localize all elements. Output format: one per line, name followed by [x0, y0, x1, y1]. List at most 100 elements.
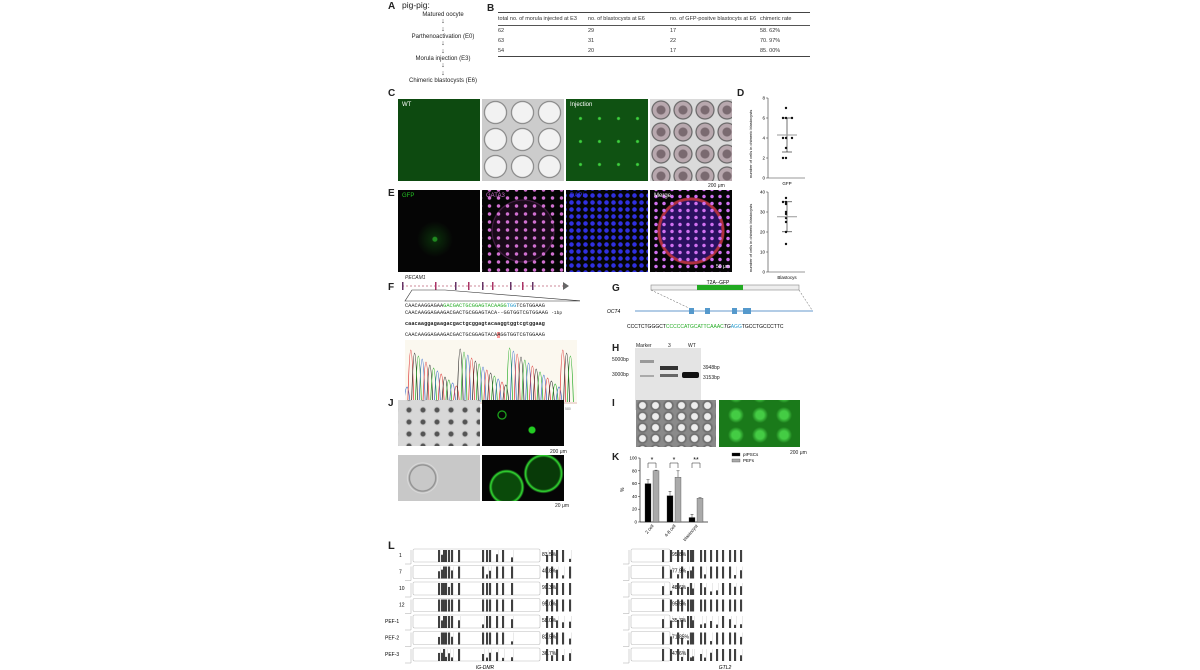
data-point: [781, 136, 785, 140]
step: Parthenoactivation (E0): [411, 34, 475, 40]
trace-peak: [559, 349, 567, 403]
methylation-percent: 95.0%: [542, 602, 557, 608]
table-row: 63 31 22 70. 97%: [498, 36, 810, 46]
brightfield-colony-image: [636, 400, 716, 447]
gfp-colony-image: [719, 400, 800, 447]
table-cell: 63: [498, 38, 505, 44]
y-axis-label: %: [620, 487, 626, 492]
methylation-percent: 71.85%: [672, 635, 690, 641]
y-tick-label: 10: [760, 250, 766, 255]
trace-peak: [555, 386, 563, 403]
development-bar-chart: 0 20 40 60 80 100% * 2 cell * 4-8 cell ** blastocys…: [620, 452, 759, 542]
cell-count-scatter: 0 2 4 6 8 number of cells in chimeric blastoc…: [748, 96, 805, 280]
brightfield-zoom-image: [398, 455, 480, 501]
y-tick-label: 60: [632, 481, 638, 486]
trace-peak: [472, 360, 479, 403]
image-label: GATA3: [486, 193, 505, 199]
col-header: chimeric rate: [760, 16, 792, 22]
arrow-down-icon: ↓ ↓: [441, 18, 445, 33]
y-tick-label: 4: [762, 136, 765, 141]
x-tick-label: 2 cell: [644, 523, 655, 534]
lane-label: Marker: [636, 343, 652, 349]
table-cell: 20: [588, 48, 595, 54]
row-label: 10: [399, 586, 405, 592]
methylation-percent: 95.8%: [672, 552, 687, 558]
y-tick-label: 20: [632, 507, 638, 512]
row-label: 7: [399, 570, 402, 576]
gene-structure: [402, 282, 580, 302]
trace-peak: [411, 352, 418, 403]
row-label: PEF-1: [385, 619, 399, 625]
trace-tick: 580: [565, 407, 571, 411]
y-tick-label: 30: [760, 210, 766, 215]
methylation-percent: 47.6%: [672, 651, 687, 657]
trace-peak: [475, 363, 483, 403]
trace-peak: [513, 353, 521, 403]
image-label: GFP: [402, 193, 415, 199]
bar: [652, 470, 660, 523]
scale-bar-label: 200 μm: [708, 183, 725, 189]
band-label: 3153bp: [703, 375, 720, 381]
trace-peak: [464, 354, 472, 403]
table-cell: 29: [588, 28, 595, 34]
trace-peak: [460, 351, 468, 403]
methylation-percent: 36.7%: [542, 651, 557, 657]
svg-text:CCCTCTGGGCTCCCCCATGCATTCAAACTG: CCCTCTGGGCTCCCCCATGCATTCAAACTGAGGTGCCTGC…: [627, 324, 784, 330]
trace-peak: [517, 356, 525, 403]
exon: [492, 282, 494, 290]
injection-gfp-image: Injection: [566, 99, 648, 181]
bar: [696, 498, 704, 523]
band-label: 3948bp: [703, 365, 720, 371]
trace-peak: [544, 377, 551, 403]
y-tick-label: 8: [762, 96, 765, 101]
row-label: 1: [399, 553, 402, 559]
region-label: GTL2: [719, 665, 732, 670]
trace-peak: [532, 368, 540, 403]
table-cell: 70. 97%: [760, 38, 781, 44]
trace-peak: [498, 381, 506, 403]
panel-label-f: F: [388, 282, 395, 293]
y-axis-label: number of cells in chimeric blastocysts: [748, 204, 753, 272]
panel-label-c: C: [388, 88, 396, 99]
methylation-percent: 82.5%: [542, 635, 557, 641]
gene-label: OCT4: [607, 309, 621, 315]
panel-label-i: I: [612, 398, 615, 409]
scale-bar-label: 50 μm: [716, 264, 730, 270]
data-point: [784, 220, 788, 224]
lane-label: 3: [668, 343, 671, 349]
legend-label: pIPSCs: [743, 452, 759, 457]
methylation-percent: 77.9%: [672, 569, 687, 575]
trace-peak: [491, 375, 498, 403]
methylation-percent: 95.5%: [672, 602, 687, 608]
panel-label-e: E: [388, 188, 395, 199]
y-tick-label: 40: [760, 190, 766, 195]
arrow-icon: [563, 282, 569, 290]
table-cell: 17: [670, 48, 677, 54]
bar: [666, 495, 674, 523]
marker-label: 3000bp: [612, 372, 629, 378]
y-tick-label: 0: [762, 176, 765, 181]
panel-label-b: B: [487, 3, 495, 14]
col-header: no. of blastocysts at E6: [588, 16, 645, 22]
table-row: 54 20 17 85. 00%: [498, 46, 810, 57]
trace-peak: [426, 364, 434, 403]
legend-swatch: [731, 458, 741, 463]
panel-label-k: K: [612, 452, 620, 463]
trace-peak: [441, 376, 449, 403]
trace-peak: [407, 349, 415, 403]
data-point: [784, 242, 788, 246]
trace-peak: [422, 361, 430, 403]
trace-peak: [551, 383, 559, 403]
significance-bracket: [669, 462, 679, 468]
exon: [510, 282, 512, 290]
trace-peak: [456, 348, 464, 403]
panel-label-d: D: [737, 88, 745, 99]
table-cell: 17: [670, 28, 677, 34]
data-point: [781, 156, 785, 160]
data-point: [784, 156, 788, 160]
wt-gfp-image: WT: [398, 99, 480, 181]
data-point: [784, 212, 788, 216]
chromatogram: 555560570580: [405, 340, 577, 411]
trace-peak: [494, 378, 502, 403]
x-axis-label: Blastocys: [777, 275, 797, 280]
